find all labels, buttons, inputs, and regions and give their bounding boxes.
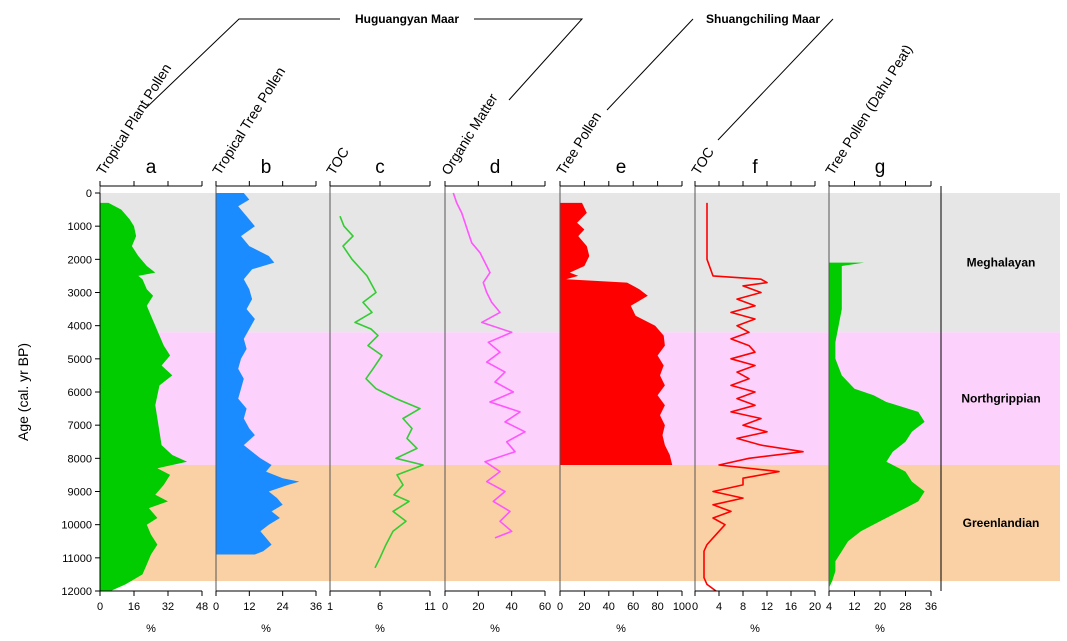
- panel-letter: e: [616, 157, 627, 178]
- panel-title: Tree Pollen (Dahu Peat): [822, 42, 915, 178]
- age-tick-label: 12000: [61, 586, 92, 598]
- x-axis-unit: %: [146, 623, 156, 635]
- x-tick-label: 36: [310, 601, 322, 613]
- x-tick-label: 12: [848, 601, 860, 613]
- group-connector: [717, 18, 834, 141]
- age-tick-label: 10000: [61, 520, 92, 532]
- x-tick-label: 6: [377, 601, 383, 613]
- series-line-c: [339, 215, 424, 569]
- x-tick-label: 32: [162, 601, 174, 613]
- group-connector: [474, 18, 584, 101]
- x-tick-label: 20: [874, 601, 886, 613]
- x-tick-label: 48: [196, 601, 208, 613]
- x-tick-label: 20: [809, 601, 821, 613]
- x-tick-label: 0: [557, 601, 563, 613]
- zone-label: Greenlandian: [963, 516, 1040, 530]
- x-tick-label: 60: [627, 601, 639, 613]
- series-area-g: [829, 262, 925, 588]
- panel-letter: a: [146, 157, 157, 178]
- x-tick-label: 40: [506, 601, 518, 613]
- x-tick-label: 100: [673, 601, 691, 613]
- zone-label: Meghalayan: [967, 256, 1036, 270]
- x-axis-unit: %: [616, 623, 626, 635]
- age-tick-label: 7000: [68, 420, 92, 432]
- x-tick-label: 60: [539, 601, 551, 613]
- x-tick-label: 28: [899, 601, 911, 613]
- group-label-shuangchiling: Shuangchiling Maar: [706, 12, 820, 26]
- x-tick-label: 8: [740, 601, 746, 613]
- x-tick-label: 0: [692, 601, 698, 613]
- age-tick-label: 2000: [68, 254, 92, 266]
- panel-title: Tree Pollen: [553, 109, 604, 178]
- x-tick-label: 20: [472, 601, 484, 613]
- x-tick-label: 16: [785, 601, 797, 613]
- x-axis-unit: %: [875, 623, 885, 635]
- group-label-huguangyan: Huguangyan Maar: [355, 12, 459, 26]
- panel-title: Tropical Tree Pollen: [209, 64, 288, 178]
- x-tick-label: 24: [277, 601, 289, 613]
- x-tick-label: 40: [603, 601, 615, 613]
- x-tick-label: 1: [327, 601, 333, 613]
- age-axis-title: Age (cal. yr BP): [15, 343, 31, 441]
- x-tick-label: 16: [128, 601, 140, 613]
- age-tick-label: 5000: [68, 354, 92, 366]
- age-axis: Age (cal. yr BP) 0 1000 2000 3000 4000 5000 60…: [15, 188, 101, 598]
- group-connector: [606, 18, 694, 111]
- series-area-b: [216, 193, 300, 555]
- panel-letter: d: [490, 157, 501, 178]
- panel-letter: g: [875, 157, 886, 178]
- series-area-a: [100, 202, 188, 591]
- age-tick-label: 6000: [68, 387, 92, 399]
- x-axis-unit: %: [261, 623, 271, 635]
- x-axis-unit: %: [750, 623, 760, 635]
- x-axis-unit: %: [490, 623, 500, 635]
- panel-letter: f: [752, 157, 758, 178]
- site-groups: Huguangyan Maar Shuangchiling Maar: [145, 12, 834, 141]
- x-tick-label: 36: [925, 601, 937, 613]
- x-tick-label: 0: [97, 601, 103, 613]
- x-tick-label: 4: [826, 601, 832, 613]
- x-tick-label: 20: [578, 601, 590, 613]
- x-axis-unit: %: [375, 623, 385, 635]
- age-tick-label: 1000: [68, 221, 92, 233]
- group-connector: [145, 18, 340, 109]
- x-tick-label: 80: [651, 601, 663, 613]
- panel-title: TOC: [323, 144, 352, 177]
- x-tick-label: 4: [716, 601, 722, 613]
- series-area-e: [560, 202, 673, 465]
- x-tick-label: 0: [213, 601, 219, 613]
- series-line-d: [452, 192, 526, 539]
- age-tick-label: 0: [86, 188, 92, 200]
- x-tick-label: 0: [442, 601, 448, 613]
- x-tick-label: 11: [424, 601, 435, 613]
- panel-letter: b: [261, 157, 272, 178]
- panel-title: TOC: [688, 144, 717, 177]
- zone-label: Northgrippian: [961, 392, 1040, 406]
- age-tick-label: 9000: [68, 487, 92, 499]
- age-tick-label: 4000: [68, 321, 92, 333]
- age-tick-label: 8000: [68, 453, 92, 465]
- x-tick-label: 12: [761, 601, 773, 613]
- age-tick-label: 11000: [62, 553, 92, 565]
- panel-title: Tropical Plant Pollen: [93, 61, 174, 178]
- series-line-f: [703, 202, 804, 592]
- x-tick-label: 12: [243, 601, 255, 613]
- panel-letter: c: [375, 157, 385, 178]
- age-tick-label: 3000: [68, 288, 92, 300]
